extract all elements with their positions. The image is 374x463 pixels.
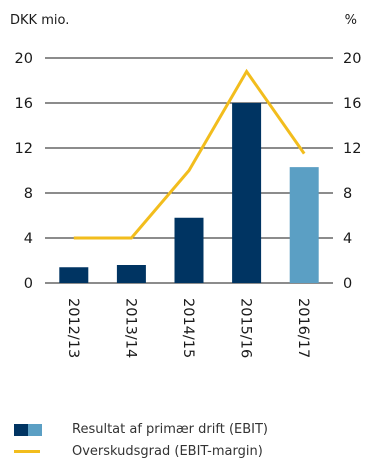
y-tick-label-left: 8 (24, 186, 33, 202)
y-tick-label-left: 16 (15, 96, 33, 112)
y-tick-label-right: 4 (343, 231, 352, 247)
y-tick-label-left: 12 (15, 141, 33, 157)
bar (174, 217, 204, 283)
x-tick-label: 2014/15 (180, 298, 196, 358)
right-axis-unit: % (345, 13, 357, 28)
bar (232, 103, 262, 283)
y-tick-label-left: 4 (24, 231, 33, 247)
x-tick-label: 2012/13 (65, 298, 81, 358)
x-axis-labels: 2012/13 2013/14 2014/15 2015/16 2016/17 (65, 298, 311, 358)
y-tick-label-left: 0 (24, 276, 33, 292)
y-tick-label-right: 0 (343, 276, 352, 292)
legend-item-margin: Overskudsgrad (EBIT-margin) (14, 444, 263, 459)
bar (116, 265, 146, 283)
x-tick-label: 2015/16 (238, 298, 254, 358)
margin-line (73, 68, 306, 240)
x-tick-label: 2016/17 (295, 298, 311, 358)
bar (59, 267, 89, 283)
y-tick-label-right: 12 (343, 141, 361, 157)
legend-swatch-line (14, 450, 40, 453)
y-axis-ticks: 0 0 4 4 8 8 12 12 16 16 20 20 (15, 51, 362, 292)
legend-item-ebit: Resultat af primær drift (EBIT) (14, 422, 268, 437)
x-tick-label: 2013/14 (122, 298, 138, 358)
legend-label-ebit: Resultat af primær drift (EBIT) (72, 422, 268, 437)
y-tick-label-right: 20 (343, 51, 361, 67)
bar-series (59, 103, 319, 283)
line-series (73, 68, 306, 240)
y-tick-label-right: 8 (343, 186, 352, 202)
legend-swatch-light (28, 423, 42, 436)
y-tick-label-right: 16 (343, 96, 361, 112)
bar (289, 167, 319, 283)
y-tick-label-left: 20 (15, 51, 33, 67)
legend-label-margin: Overskudsgrad (EBIT-margin) (72, 444, 263, 459)
left-axis-unit: DKK mio. (10, 13, 69, 28)
legend-swatch-dark (14, 423, 28, 436)
